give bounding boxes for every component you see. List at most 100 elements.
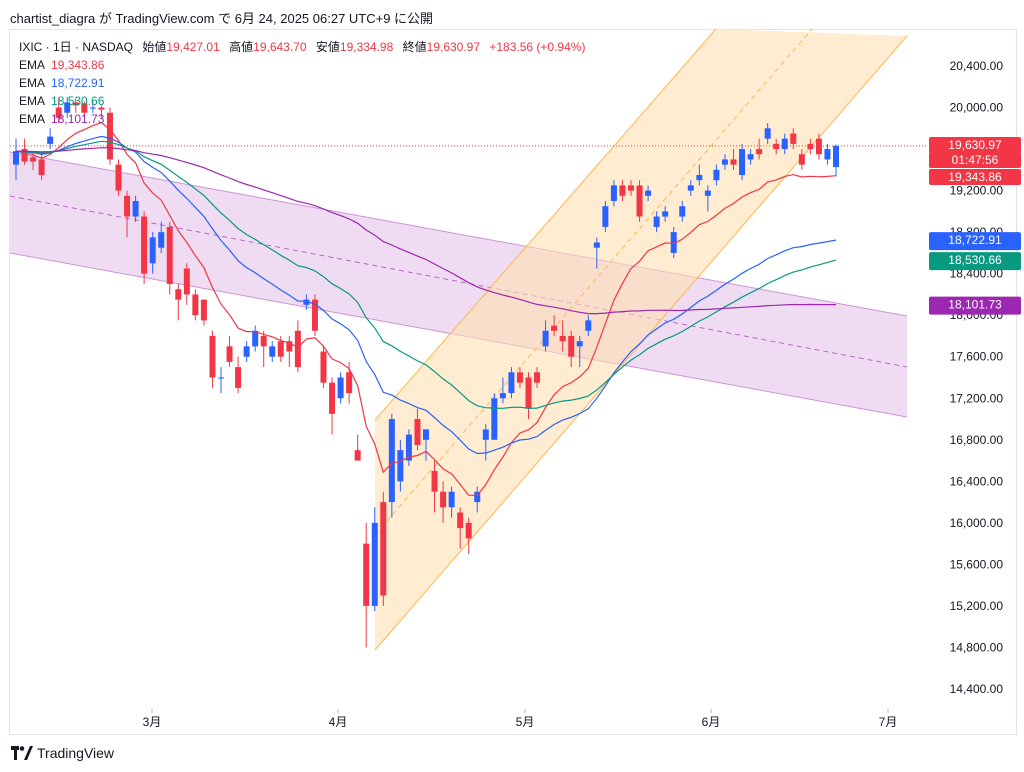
- ema4-price-tag-bg: [929, 296, 1021, 315]
- ohlc-row: IXIC · 1日 · NASDAQ 始値19,427.01 高値19,643.…: [19, 38, 585, 56]
- ema-row-4[interactable]: EMA 18,101.73: [19, 110, 585, 128]
- candle-body: [269, 346, 276, 357]
- candle-body: [218, 377, 224, 379]
- ema-row-3[interactable]: EMA 18,530.66: [19, 92, 585, 110]
- candle-body: [457, 512, 464, 529]
- candle-body: [491, 398, 498, 440]
- candle-body: [764, 128, 771, 139]
- candle-body: [773, 143, 780, 150]
- ema-value: 18,101.73: [51, 112, 105, 126]
- candle-body: [431, 470, 438, 492]
- candle-body: [55, 107, 62, 118]
- candle-body: [790, 133, 797, 144]
- y-tick-label: 20,000.00: [950, 101, 1004, 115]
- countdown-tag: 01:47:56: [952, 153, 999, 167]
- ema-row-2[interactable]: EMA 18,722.91: [19, 74, 585, 92]
- candle-body: [465, 522, 472, 539]
- candle-body: [329, 382, 336, 414]
- candle-body: [721, 159, 728, 165]
- candle-body: [252, 330, 259, 347]
- ascending-channel-upper: [374, 28, 717, 421]
- candle-body: [628, 185, 634, 191]
- candle-body: [653, 216, 660, 227]
- candle-body: [98, 107, 105, 110]
- low-label: 安値: [315, 40, 340, 54]
- high-label: 高値: [229, 40, 254, 54]
- open-label: 始値: [142, 40, 167, 54]
- close-label: 終値: [402, 40, 427, 54]
- candle-body: [354, 450, 361, 461]
- candle-body: [149, 237, 156, 264]
- ascending-channel-fill: [375, 29, 907, 650]
- candle-body: [166, 226, 173, 285]
- brand-name: TradingView: [37, 745, 115, 761]
- candle-body: [89, 107, 96, 109]
- footer-brand[interactable]: TradingView: [11, 745, 114, 761]
- candle-body: [72, 102, 79, 106]
- candle-body: [38, 159, 45, 176]
- chart-legend: IXIC · 1日 · NASDAQ 始値19,427.01 高値19,643.…: [19, 38, 585, 128]
- candle-body: [576, 341, 583, 347]
- open-value: 19,427.01: [166, 40, 220, 54]
- last-price-tag-bg: [929, 137, 1021, 153]
- candle-body: [636, 185, 643, 217]
- ema-value: 18,722.91: [51, 76, 105, 90]
- y-tick-label: 17,600.00: [950, 350, 1004, 364]
- change-value: +183.56 (+0.94%): [489, 40, 586, 54]
- y-tick-label: 15,200.00: [950, 599, 1004, 613]
- candle-body: [346, 372, 353, 394]
- candle-body: [687, 185, 694, 191]
- y-tick-label: 16,800.00: [950, 433, 1004, 447]
- ema-label: EMA: [19, 76, 46, 90]
- ema-value: 19,343.86: [51, 58, 105, 72]
- candle-body: [64, 102, 71, 113]
- candle-body: [534, 372, 541, 383]
- y-tick-label: 15,600.00: [950, 557, 1004, 571]
- candle-body: [294, 330, 301, 368]
- candle-body: [815, 138, 822, 155]
- ema2-price-tag: 18,722.91: [948, 233, 1002, 247]
- candle-body: [559, 335, 566, 342]
- candle-body: [380, 502, 387, 596]
- candle-body: [235, 367, 242, 388]
- candle-body: [30, 157, 37, 162]
- candle-body: [405, 434, 412, 461]
- candle-body: [158, 232, 165, 248]
- y-tick-label: 16,000.00: [950, 516, 1004, 530]
- descending-channel-mid: [9, 195, 908, 368]
- candle-body: [474, 491, 481, 503]
- candle-body: [175, 289, 182, 300]
- low-value: 19,334.98: [339, 40, 394, 54]
- y-tick-label: 20,400.00: [950, 59, 1004, 73]
- candle-body: [610, 185, 617, 201]
- candle-body: [747, 154, 754, 160]
- countdown-tag-bg: [929, 152, 1021, 168]
- candle-body: [739, 149, 746, 176]
- symbol-label[interactable]: IXIC · 1日 · NASDAQ: [19, 40, 134, 54]
- candle-body: [499, 393, 506, 399]
- x-tick-label: 6月: [702, 715, 721, 729]
- candle-body: [645, 190, 652, 196]
- candle-body: [807, 143, 814, 150]
- candle-body: [440, 491, 447, 508]
- candle-body: [662, 211, 669, 217]
- ema-label: EMA: [19, 58, 46, 72]
- candle-body: [585, 320, 592, 331]
- candle-body: [568, 335, 575, 357]
- candle-body: [602, 206, 609, 227]
- candle-body: [448, 491, 455, 508]
- candle-body: [320, 351, 327, 383]
- x-tick-label: 5月: [516, 715, 535, 729]
- candle-body: [824, 149, 831, 160]
- candle-body: [388, 419, 395, 503]
- candle-body: [132, 200, 139, 217]
- candle-body: [243, 346, 250, 357]
- high-value: 19,643.70: [253, 40, 307, 54]
- candle-body: [551, 325, 558, 331]
- candle-body: [619, 185, 626, 196]
- ema-row-1[interactable]: EMA 19,343.86: [19, 56, 585, 74]
- candle-body: [13, 151, 19, 165]
- ema1-price-tag: 19,343.86: [948, 170, 1002, 184]
- candle-body: [226, 346, 233, 362]
